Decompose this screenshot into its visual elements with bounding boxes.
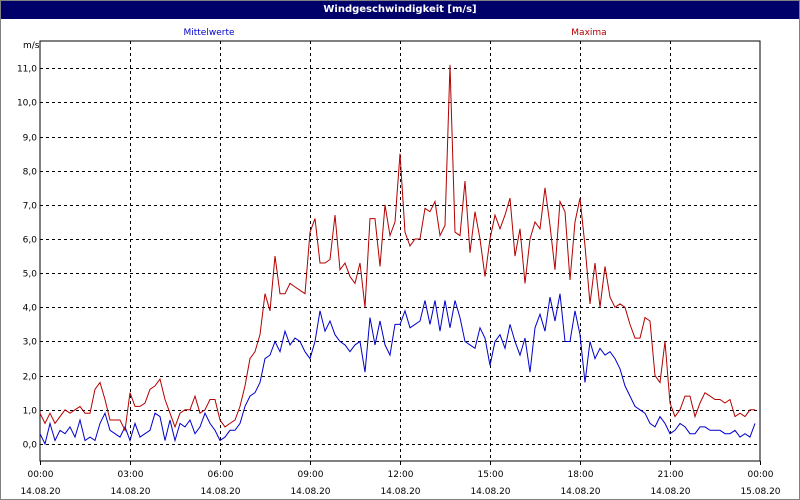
y-tick-label: 10,0 [17,99,37,109]
window-title: Windgeschwindigkeit [m/s] [323,4,477,15]
y-axis-ticks: 0,0 1,0 2,0 3,0 4,0 5,0 6,0 7,0 8,0 9,0 10,0 11,0 [17,65,37,451]
legend-entry-mittelwerte: Mittelwerte [183,28,234,38]
grid-lines [40,41,760,461]
x-tick-time-label: 03:00 [118,470,144,480]
series-lines [39,64,756,446]
y-axis-label: m/s [23,41,40,51]
y-tick-label: 0,0 [23,441,38,451]
x-tick-time-label: 06:00 [208,470,234,480]
x-tick-date-label: 14.08.20 [560,487,600,497]
x-tick-date-label: 14.08.20 [650,487,690,497]
y-tick-label: 6,0 [23,236,38,246]
x-tick-time-label: 15:00 [478,470,504,480]
y-tick-label: 9,0 [23,134,38,144]
wind-speed-chart: 0,0 1,0 2,0 3,0 4,0 5,0 6,0 7,0 8,0 9,0 10,0 11,0 0… [17,28,781,497]
x-axis-ticks: 00:00 14.08.20 03:00 14.08.20 06:00 14.08.20 0… [20,461,781,497]
legend-entry-maxima: Maxima [571,28,606,38]
x-tick-time-label: 21:00 [658,470,684,480]
series-line-maxima [39,64,755,433]
y-tick-label: 4,0 [23,304,38,314]
series-line-mittelwerte [39,293,756,446]
x-tick-date-label: 15.08.20 [740,487,780,497]
x-tick-date-label: 14.08.20 [470,487,510,497]
x-tick-date-label: 14.08.20 [380,487,420,497]
y-tick-label: 11,0 [17,65,37,75]
x-tick-time-label: 00:00 [748,470,774,480]
x-tick-date-label: 14.08.20 [290,487,330,497]
y-tick-label: 1,0 [23,407,38,417]
x-tick-date-label: 14.08.20 [20,487,60,497]
x-tick-date-label: 14.08.20 [200,487,240,497]
y-tick-label: 7,0 [23,202,38,212]
y-tick-label: 5,0 [23,270,38,280]
y-tick-label: 2,0 [23,373,38,383]
y-tick-label: 8,0 [23,168,38,178]
x-tick-date-label: 14.08.20 [110,487,150,497]
x-tick-time-label: 09:00 [298,470,324,480]
x-tick-time-label: 00:00 [28,470,54,480]
window-title-bar: Windgeschwindigkeit [m/s] [1,1,799,19]
x-tick-time-label: 12:00 [388,470,414,480]
x-tick-time-label: 18:00 [568,470,594,480]
y-tick-label: 3,0 [23,338,38,348]
